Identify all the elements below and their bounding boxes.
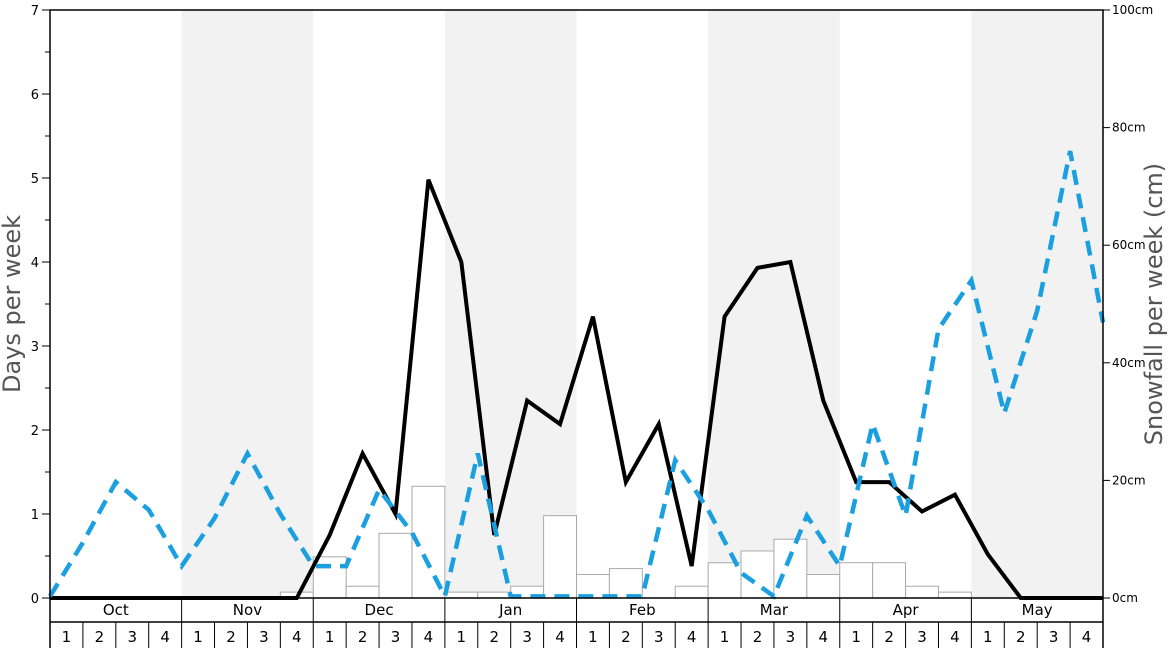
snowfall-bar [872,562,907,599]
snowfall-bar [839,562,874,599]
week-label: 1 [588,628,598,646]
month-label: Nov [233,601,262,619]
right-axis-title: Snowfall per week (cm) [1140,163,1168,445]
week-label: 1 [193,628,203,646]
week-label: 2 [753,628,763,646]
month-band [708,10,840,598]
snowfall-bar [312,556,347,599]
snowfall-bar [477,591,512,599]
week-label: 3 [917,628,927,646]
week-label: 4 [950,628,960,646]
snowfall-bar [707,562,742,599]
week-label: 1 [325,628,335,646]
left-axis: 0 1 2 3 4 5 6 7 [31,4,50,607]
series-line-dashed [48,150,1106,603]
month-label: May [1022,601,1053,619]
left-tick-label: 0 [31,592,39,607]
week-label: 1 [851,628,861,646]
week-label: 2 [1016,628,1026,646]
left-tick-label: 3 [31,340,39,355]
snowfall-bar [345,585,380,599]
snowfall-bar [806,573,841,599]
snowfall-bar [608,568,643,599]
left-tick-label: 6 [31,88,39,103]
snowfall-bar [905,585,939,599]
left-axis-title: Days per week [0,215,26,393]
week-label: 3 [391,628,401,646]
right-tick-label: 20cm [1112,473,1146,487]
week-label: 2 [489,628,499,646]
week-label: 3 [654,628,664,646]
week-label: 1 [983,628,993,646]
week-label: 1 [62,628,72,646]
week-label: 4 [160,628,170,646]
right-tick-label: 0cm [1112,591,1138,605]
week-label: 3 [127,628,137,646]
week-label: 4 [687,628,697,646]
week-axis: 1 2 3 4 1 2 3 4 1 2 3 4 1 2 3 4 1 2 3 4 1 2 3 4 1 2 3 4 1 2 3 4 [62,622,1092,648]
week-label: 3 [786,628,796,646]
left-tick-label: 4 [31,256,39,271]
month-label: Apr [893,601,920,619]
snowfall-bar [378,532,413,599]
snowfall-bar [674,585,709,599]
snowfall-bars [279,485,972,599]
left-tick-label: 2 [31,424,39,439]
week-label: 4 [555,628,565,646]
right-tick-label: 60cm [1112,238,1146,252]
month-label: Dec [365,601,394,619]
week-label: 4 [424,628,434,646]
month-band [971,10,1103,598]
week-label: 4 [292,628,302,646]
week-label: 3 [259,628,269,646]
snowfall-bar [444,591,479,599]
week-label: 3 [1049,628,1059,646]
snowfall-bar [937,591,972,599]
month-band [181,10,314,598]
week-label: 2 [884,628,894,646]
month-label: Oct [103,601,129,619]
snowfall-bar [543,515,577,599]
week-label: 2 [226,628,236,646]
month-label: Feb [629,601,656,619]
week-label: 1 [720,628,730,646]
month-axis: Oct Nov Dec Jan Feb Mar Apr May [49,598,1104,648]
month-label: Mar [760,601,789,619]
week-label: 2 [358,628,368,646]
right-axis: 0cm 20cm 40cm 60cm 80cm 100cm [1103,3,1153,605]
right-tick-label: 40cm [1112,356,1146,370]
week-label: 3 [522,628,532,646]
right-tick-label: 100cm [1112,3,1153,17]
month-bands [181,10,1103,598]
right-tick-label: 80cm [1112,121,1146,135]
week-label: 2 [621,628,631,646]
week-label: 4 [819,628,829,646]
week-label: 4 [1082,628,1092,646]
left-tick-label: 1 [31,508,39,523]
month-label: Jan [498,601,522,619]
left-tick-label: 5 [31,172,39,187]
left-tick-label: 7 [31,4,39,19]
snowfall-bar [411,485,446,599]
week-label: 1 [457,628,467,646]
week-label: 2 [95,628,105,646]
snowfall-bar [773,538,808,599]
